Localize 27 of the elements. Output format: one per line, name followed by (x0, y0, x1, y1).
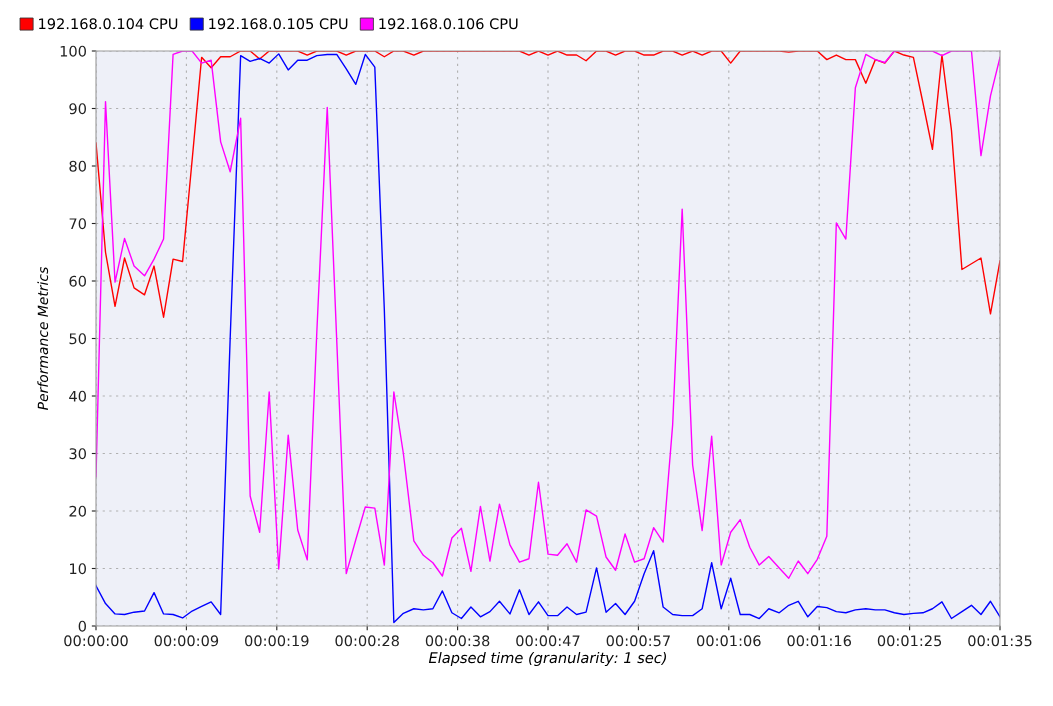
x-tick-label: 00:00:19 (245, 635, 309, 647)
x-tick-label: 00:01:35 (968, 635, 1032, 647)
x-tick-label: 00:01:06 (697, 635, 761, 647)
y-tick-label: 40 (69, 390, 86, 402)
x-tick-label: 00:00:00 (64, 635, 128, 647)
y-tick-label: 0 (78, 620, 86, 632)
y-axis-title: Performance Metrics (37, 267, 49, 410)
x-tick-label: 00:00:09 (154, 635, 219, 647)
x-tick-label: 00:00:47 (516, 635, 580, 647)
x-tick-label: 00:01:25 (877, 635, 942, 647)
y-tick-label: 60 (69, 275, 86, 287)
y-tick-label: 70 (69, 218, 86, 230)
y-tick-label: 50 (69, 333, 86, 345)
legend-label: 192.168.0.104 CPU (39, 18, 178, 30)
y-tick-label: 90 (69, 103, 86, 115)
x-tick-label: 00:00:38 (425, 635, 490, 647)
legend-label: 192.168.0.106 CPU (379, 18, 518, 30)
y-tick-label: 80 (69, 160, 86, 172)
y-tick-label: 10 (70, 563, 86, 575)
legend-label: 192.168.0.105 CPU (209, 18, 348, 30)
x-tick-label: 00:00:28 (335, 635, 399, 647)
y-tick-label: 100 (60, 45, 86, 57)
y-tick-label: 20 (69, 505, 86, 517)
x-tick-label: 00:01:16 (787, 635, 852, 647)
x-axis-title: Elapsed time (granularity: 1 sec) (428, 651, 667, 667)
y-tick-label: 30 (69, 448, 86, 460)
x-tick-label: 00:00:57 (606, 635, 670, 647)
